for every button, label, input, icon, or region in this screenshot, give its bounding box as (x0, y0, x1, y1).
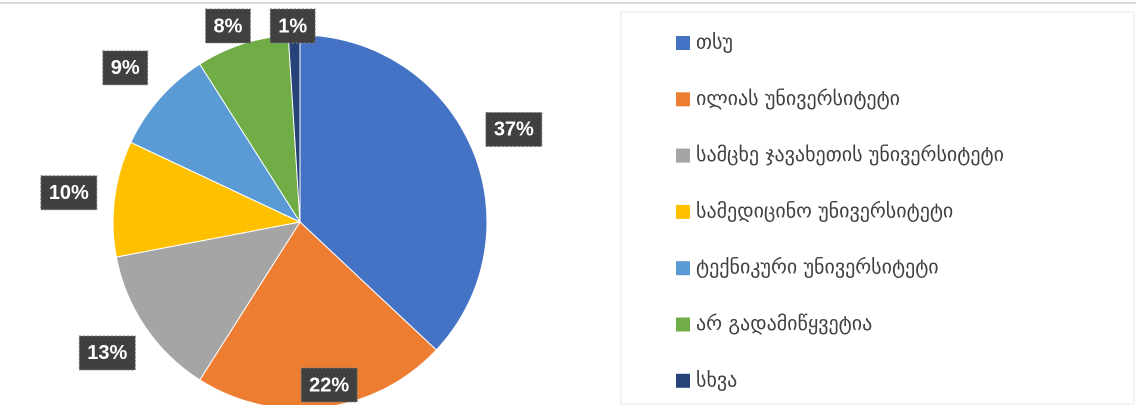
value-label-group: 22% (300, 367, 358, 403)
legend-swatch (676, 204, 690, 219)
legend-label: თსუ (696, 30, 733, 54)
value-label-box (205, 8, 251, 44)
value-label-group: 1% (269, 8, 316, 44)
value-label: 22% (309, 374, 349, 396)
legend-swatch (676, 92, 690, 107)
pie-slice (130, 63, 302, 224)
value-label: 10% (49, 182, 89, 204)
legend-swatch (676, 148, 690, 163)
legend-label: ილიას უნივერსიტეტი (696, 86, 900, 110)
pie-slice (199, 221, 438, 405)
legend-label: სხვა (696, 367, 737, 391)
legend-swatch (676, 261, 690, 276)
value-label: 37% (494, 119, 534, 141)
value-label-group: 37% (485, 111, 543, 147)
value-label-group: 13% (78, 335, 136, 371)
legend-swatch (676, 317, 690, 332)
value-label-box (300, 367, 358, 403)
legend-swatch (676, 373, 690, 388)
legend-swatch (676, 36, 690, 50)
legend-label: არ გადამიწყვეტია (696, 311, 872, 335)
value-label-group: 9% (102, 50, 149, 86)
pie-slice (112, 141, 302, 258)
legend-label: სამცხე ჯავახეთის უნივერსიტეტი (696, 142, 1004, 166)
value-label-box (102, 50, 149, 86)
value-label: 1% (278, 15, 307, 37)
legend-box (620, 11, 1135, 405)
value-label: 13% (87, 342, 127, 364)
value-label: 8% (214, 15, 243, 37)
value-label-box (78, 335, 136, 371)
value-label-box (269, 8, 316, 44)
value-label: 9% (111, 57, 140, 79)
value-label-group: 8% (205, 8, 251, 44)
value-label-box (40, 175, 98, 211)
value-label-group: 10% (40, 175, 98, 211)
legend-label: სამედიცინო უნივერსიტეტი (696, 198, 953, 222)
legend-label: ტექნიკური უნივერსიტეტი (696, 255, 939, 279)
value-label-box (485, 111, 543, 147)
pie-slice (299, 34, 488, 351)
pie-slice (115, 221, 302, 381)
